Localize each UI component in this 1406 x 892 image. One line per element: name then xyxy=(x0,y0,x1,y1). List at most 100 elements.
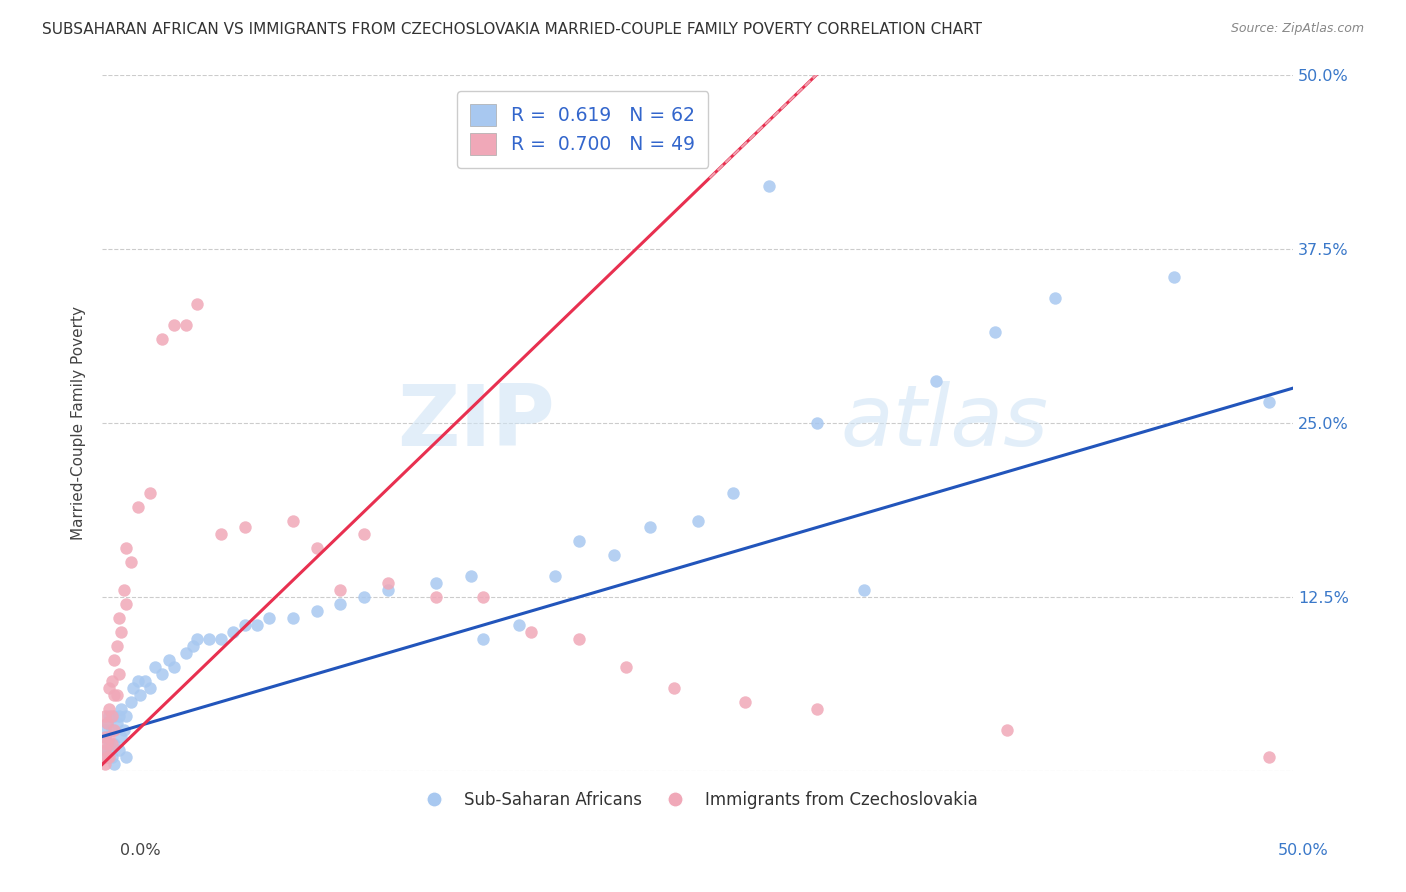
Point xyxy=(108,708,131,723)
Point xyxy=(186,297,208,311)
Legend: Sub-Saharan Africans, Immigrants from Czechoslovakia: Sub-Saharan Africans, Immigrants from Cz… xyxy=(411,784,984,815)
Point xyxy=(377,583,399,598)
Point xyxy=(129,688,152,702)
Point xyxy=(233,520,256,534)
Point xyxy=(377,576,399,591)
Point xyxy=(103,708,125,723)
Point xyxy=(723,485,745,500)
Point xyxy=(93,730,115,744)
Point xyxy=(806,416,828,430)
Point xyxy=(233,618,256,632)
Point xyxy=(181,639,204,653)
Point xyxy=(115,541,138,556)
Point xyxy=(108,743,131,757)
Point xyxy=(472,632,495,646)
Point xyxy=(100,708,122,723)
Point xyxy=(115,750,138,764)
Point xyxy=(100,723,122,737)
Point xyxy=(281,514,304,528)
Point xyxy=(209,527,232,541)
Point xyxy=(103,757,125,772)
Point xyxy=(567,534,589,549)
Point xyxy=(93,743,115,757)
Point xyxy=(353,527,375,541)
Point xyxy=(103,723,125,737)
Point xyxy=(544,569,567,583)
Point xyxy=(222,625,245,640)
Point xyxy=(112,583,135,598)
Y-axis label: Married-Couple Family Poverty: Married-Couple Family Poverty xyxy=(72,306,86,540)
Point xyxy=(96,750,118,764)
Point xyxy=(281,611,304,625)
Point xyxy=(638,520,661,534)
Text: ZIP: ZIP xyxy=(396,382,555,465)
Point xyxy=(734,695,756,709)
Text: Source: ZipAtlas.com: Source: ZipAtlas.com xyxy=(1230,22,1364,36)
Point xyxy=(163,318,186,333)
Point xyxy=(198,632,221,646)
Point xyxy=(110,730,132,744)
Point xyxy=(103,653,125,667)
Point xyxy=(98,750,121,764)
Point xyxy=(98,737,121,751)
Point xyxy=(98,708,121,723)
Point xyxy=(329,583,352,598)
Point xyxy=(305,604,328,618)
Point xyxy=(103,688,125,702)
Point xyxy=(120,695,142,709)
Point xyxy=(353,590,375,604)
Text: atlas: atlas xyxy=(841,382,1049,465)
Point xyxy=(150,332,173,346)
Point xyxy=(105,688,128,702)
Point xyxy=(103,737,125,751)
Point xyxy=(127,673,149,688)
Point xyxy=(1163,269,1185,284)
Point xyxy=(93,730,115,744)
Point xyxy=(98,681,121,695)
Point xyxy=(925,374,948,388)
Point xyxy=(100,750,122,764)
Point xyxy=(98,701,121,715)
Point xyxy=(425,576,447,591)
Point xyxy=(174,646,197,660)
Point xyxy=(143,660,166,674)
Point xyxy=(105,639,128,653)
Point xyxy=(93,708,115,723)
Point xyxy=(425,590,447,604)
Point xyxy=(96,743,118,757)
Text: SUBSAHARAN AFRICAN VS IMMIGRANTS FROM CZECHOSLOVAKIA MARRIED-COUPLE FAMILY POVER: SUBSAHARAN AFRICAN VS IMMIGRANTS FROM CZ… xyxy=(42,22,983,37)
Point xyxy=(110,701,132,715)
Point xyxy=(209,632,232,646)
Point xyxy=(96,715,118,730)
Point xyxy=(93,750,115,764)
Point xyxy=(567,632,589,646)
Point xyxy=(139,485,162,500)
Point xyxy=(115,597,138,611)
Point xyxy=(995,723,1018,737)
Point xyxy=(329,597,352,611)
Point xyxy=(98,730,121,744)
Point xyxy=(984,326,1007,340)
Point xyxy=(246,618,269,632)
Point xyxy=(122,681,145,695)
Point xyxy=(472,590,495,604)
Point xyxy=(460,569,482,583)
Point xyxy=(257,611,280,625)
Point xyxy=(100,737,122,751)
Point xyxy=(614,660,637,674)
Point xyxy=(93,723,115,737)
Point xyxy=(150,666,173,681)
Point xyxy=(305,541,328,556)
Point xyxy=(163,660,186,674)
Point xyxy=(100,673,122,688)
Point xyxy=(758,179,780,194)
Point xyxy=(96,715,118,730)
Text: 50.0%: 50.0% xyxy=(1278,843,1329,858)
Point xyxy=(112,723,135,737)
Point xyxy=(806,701,828,715)
Point xyxy=(662,681,685,695)
Point xyxy=(1043,291,1066,305)
Point xyxy=(127,500,149,514)
Point xyxy=(110,625,132,640)
Point xyxy=(115,708,138,723)
